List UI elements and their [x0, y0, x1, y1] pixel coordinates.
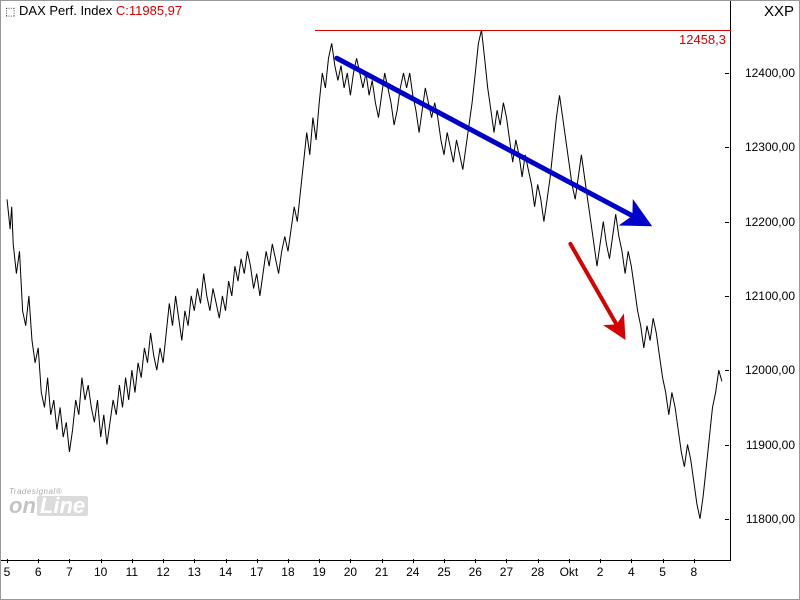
- chart-header: ⬚ DAX Perf. Index C:11985,97: [5, 3, 182, 18]
- close-value: 11985,97: [129, 3, 182, 18]
- red-breakdown-arrow: [570, 244, 621, 333]
- y-tick-label: 12000,00: [745, 363, 795, 377]
- x-tick-label: 25: [437, 565, 450, 579]
- expand-icon[interactable]: ⬚: [5, 6, 15, 18]
- blue-trendline-arrow: [337, 58, 644, 221]
- y-tick-label: 11900,00: [746, 438, 795, 452]
- close-prefix: C:: [116, 3, 129, 18]
- x-tick-label: 28: [531, 565, 544, 579]
- x-tick-label: 10: [94, 565, 107, 579]
- instrument-title: DAX Perf. Index: [19, 3, 112, 18]
- x-tick-label: 14: [219, 565, 232, 579]
- x-tick-label: 12: [156, 565, 169, 579]
- x-tick-label: 13: [188, 565, 201, 579]
- x-tick-label: 24: [406, 565, 419, 579]
- x-tick-label: 8: [690, 565, 697, 579]
- x-tick-label: 20: [344, 565, 357, 579]
- x-axis: 567101112131417181920212425262728Okt2458: [1, 559, 731, 599]
- y-tick-label: 12100,00: [745, 289, 795, 303]
- x-tick-label: 7: [66, 565, 73, 579]
- x-tick-label: 11: [126, 565, 138, 579]
- x-tick-label: 17: [250, 565, 263, 579]
- symbol-label: XXP: [764, 3, 794, 20]
- x-tick-label: 6: [35, 565, 42, 579]
- x-tick-label: 2: [597, 565, 604, 579]
- x-tick-label: 19: [312, 565, 325, 579]
- annotation-arrows: [1, 1, 731, 561]
- x-tick-label: 26: [469, 565, 482, 579]
- chart-container: ⬚ DAX Perf. Index C:11985,97 XXP 12458,3…: [0, 0, 800, 600]
- y-axis: 11800,00 11900,00 12000,00 12100,00 12200,00…: [729, 1, 799, 561]
- x-tick-label: 4: [628, 565, 635, 579]
- y-tick-label: 12200,00: [745, 215, 795, 229]
- x-tick-label: 27: [500, 565, 513, 579]
- x-tick-label: Okt: [560, 565, 579, 579]
- x-tick-label: 5: [4, 565, 11, 579]
- x-tick-label: 5: [659, 565, 666, 579]
- plot-area[interactable]: 12458,3 Tradesignal® onLine: [1, 1, 731, 561]
- y-tick-label: 12300,00: [745, 140, 795, 154]
- x-tick-label: 18: [281, 565, 294, 579]
- x-tick-label: 21: [375, 565, 388, 579]
- y-tick-label: 12400,00: [745, 66, 795, 80]
- y-tick-label: 11800,00: [746, 512, 795, 526]
